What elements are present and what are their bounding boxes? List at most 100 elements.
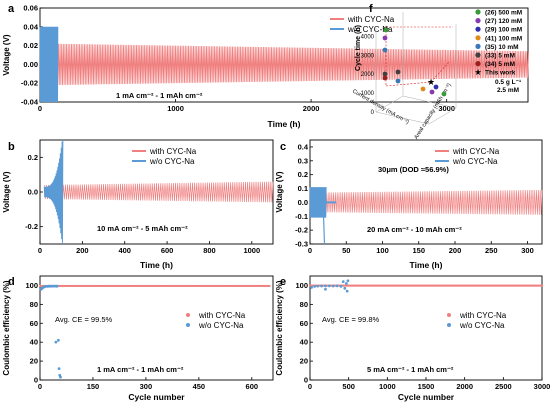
legend-label: (33) 5 mM xyxy=(485,53,515,60)
condition-label: 1 mA cm⁻² - 1 mAh cm⁻² xyxy=(116,91,203,100)
x-tick-label: 600 xyxy=(246,382,259,391)
x-tick-label: 500 xyxy=(342,382,355,391)
y-tick-label: 0.0 xyxy=(28,188,38,197)
condition-label: 20 mA cm⁻² - 10 mAh cm⁻² xyxy=(367,225,462,234)
y-axis-label: Coulombic efficiency (%) xyxy=(275,280,284,375)
y-axis-label: Voltage (V) xyxy=(275,171,284,213)
legend-label-without: w/o CYC-Na xyxy=(149,157,195,166)
z-tick-label: 3000 xyxy=(361,53,375,59)
y-tick-label: 0.00 xyxy=(23,60,38,69)
y-tick-label: 100 xyxy=(295,281,308,290)
legend-label: (29) 100 mM xyxy=(485,27,522,34)
point-without-cyc-na xyxy=(339,285,343,288)
legend-marker xyxy=(475,61,481,67)
x-axis-label: Cycle number xyxy=(128,392,185,402)
series-with-cyc-na xyxy=(53,43,529,86)
z-axis-label: Cycle time (h) xyxy=(355,25,362,71)
x-tick-label: 450 xyxy=(193,382,206,391)
legend-marker-without xyxy=(447,323,451,327)
y-axis-label: Voltage (V) xyxy=(2,171,11,213)
legend-label-with: with CYC-Na xyxy=(452,147,500,156)
point--27-120-mm xyxy=(429,89,435,95)
floor-edge xyxy=(402,95,457,109)
legend-marker xyxy=(475,18,481,24)
x-tick-label: 150 xyxy=(412,246,425,255)
star-guide-line xyxy=(430,61,450,83)
point--41-100-mm xyxy=(420,86,426,92)
point-without-cyc-na xyxy=(324,284,327,288)
y-tick-label: 60 xyxy=(300,319,308,328)
x-tick-label: 400 xyxy=(118,246,131,255)
star-label: 0.5 g L⁻¹ xyxy=(495,79,521,86)
z-tick-label: 1000 xyxy=(361,91,375,97)
y-tick-label: -0.1 xyxy=(295,212,308,221)
series-with-cyc-na xyxy=(43,181,274,203)
panel-letter: f xyxy=(369,3,373,15)
y-tick-label: 0 xyxy=(34,376,38,385)
legend-label-with: with CYC-Na xyxy=(149,147,197,156)
y-tick-label: 40 xyxy=(300,338,308,347)
y-tick-label: 0.4 xyxy=(298,142,309,151)
star-guide-line xyxy=(385,81,432,87)
x-tick-label: 600 xyxy=(161,246,174,255)
z-tick-label: 2000 xyxy=(361,72,375,78)
x-tick-label: 3000 xyxy=(438,104,455,113)
x-tick-label: 300 xyxy=(140,382,153,391)
panel-e: 0 500 1000 1500 2000 2500 3000 0 20 40 60 80 100 eCou… xyxy=(275,275,550,402)
y-tick-label: -0.3 xyxy=(295,240,308,249)
point-without-cyc-na xyxy=(327,284,331,288)
plot-frame xyxy=(39,275,274,381)
legend-star: ★ xyxy=(474,67,482,77)
legend-label: (41) 100 mM xyxy=(485,35,522,42)
x-tick-label: 150 xyxy=(87,382,100,391)
legend-marker xyxy=(475,26,481,32)
x-tick-label: 1000 xyxy=(243,246,260,255)
point-without-cyc-na xyxy=(55,284,59,288)
y-tick-label: -0.2 xyxy=(295,226,308,235)
x-axis-label: Time (h) xyxy=(410,260,443,270)
y-axis-label: Coulombic efficiency (%) xyxy=(2,280,11,375)
y-tick-label: 80 xyxy=(30,300,38,309)
x-tick-label: 200 xyxy=(449,246,462,255)
y-tick-label: 100 xyxy=(25,281,38,290)
panel-letter: c xyxy=(280,141,286,153)
y-tick-label: 40 xyxy=(30,338,38,347)
point-without-cyc-na xyxy=(344,282,348,285)
star-marker: ★ xyxy=(427,77,435,87)
legend-marker xyxy=(475,35,481,41)
floor-edge xyxy=(375,111,430,125)
x-tick-label: 2000 xyxy=(456,382,473,391)
condition-label: 5 mA cm⁻² - 1 mAh cm⁻² xyxy=(367,365,454,374)
legend-label-without: w/o CYC-Na xyxy=(459,321,505,330)
x-tick-label: 1000 xyxy=(379,382,396,391)
legend-label-with: with CYC-Na xyxy=(198,311,246,320)
y-tick-label: -0.2 xyxy=(25,222,38,231)
y-tick-label: -0.04 xyxy=(21,98,39,107)
legend-label-without: w/o CYC-Na xyxy=(452,157,498,166)
point--35-10-mm xyxy=(382,47,388,53)
point-without-cyc-na xyxy=(59,375,62,379)
legend-label-with: with CYC-Na xyxy=(347,15,395,24)
point-without-cyc-na xyxy=(313,285,317,288)
condition-label: 1 mA cm⁻² - 1 mAh cm⁻² xyxy=(97,365,184,374)
point-without-cyc-na xyxy=(343,286,347,290)
x-tick-label: 0 xyxy=(308,246,312,255)
point--34-5-mm xyxy=(382,75,388,81)
x-tick-label: 2500 xyxy=(495,382,512,391)
y-tick-label: 0.06 xyxy=(23,4,38,13)
x-tick-label: 100 xyxy=(376,246,389,255)
x-tick-label: 50 xyxy=(342,246,350,255)
y-tick-label: 60 xyxy=(30,319,38,328)
x-tick-label: 0 xyxy=(38,246,42,255)
point-with-cyc-na xyxy=(540,284,544,287)
point-without-cyc-na xyxy=(345,289,349,293)
panel-letter: d xyxy=(8,276,15,288)
floor-edge xyxy=(428,107,457,125)
point-without-cyc-na xyxy=(310,285,313,289)
legend-label: (35) 10 mM xyxy=(485,44,519,51)
legend-label: (27) 120 mM xyxy=(485,18,522,25)
y-tick-label: 0.02 xyxy=(23,41,38,50)
series-without-cyc-na xyxy=(39,26,59,103)
dod-note: 30μm (DOD ≈56.9%) xyxy=(378,165,449,174)
y-tick-label: 0.3 xyxy=(298,156,308,165)
